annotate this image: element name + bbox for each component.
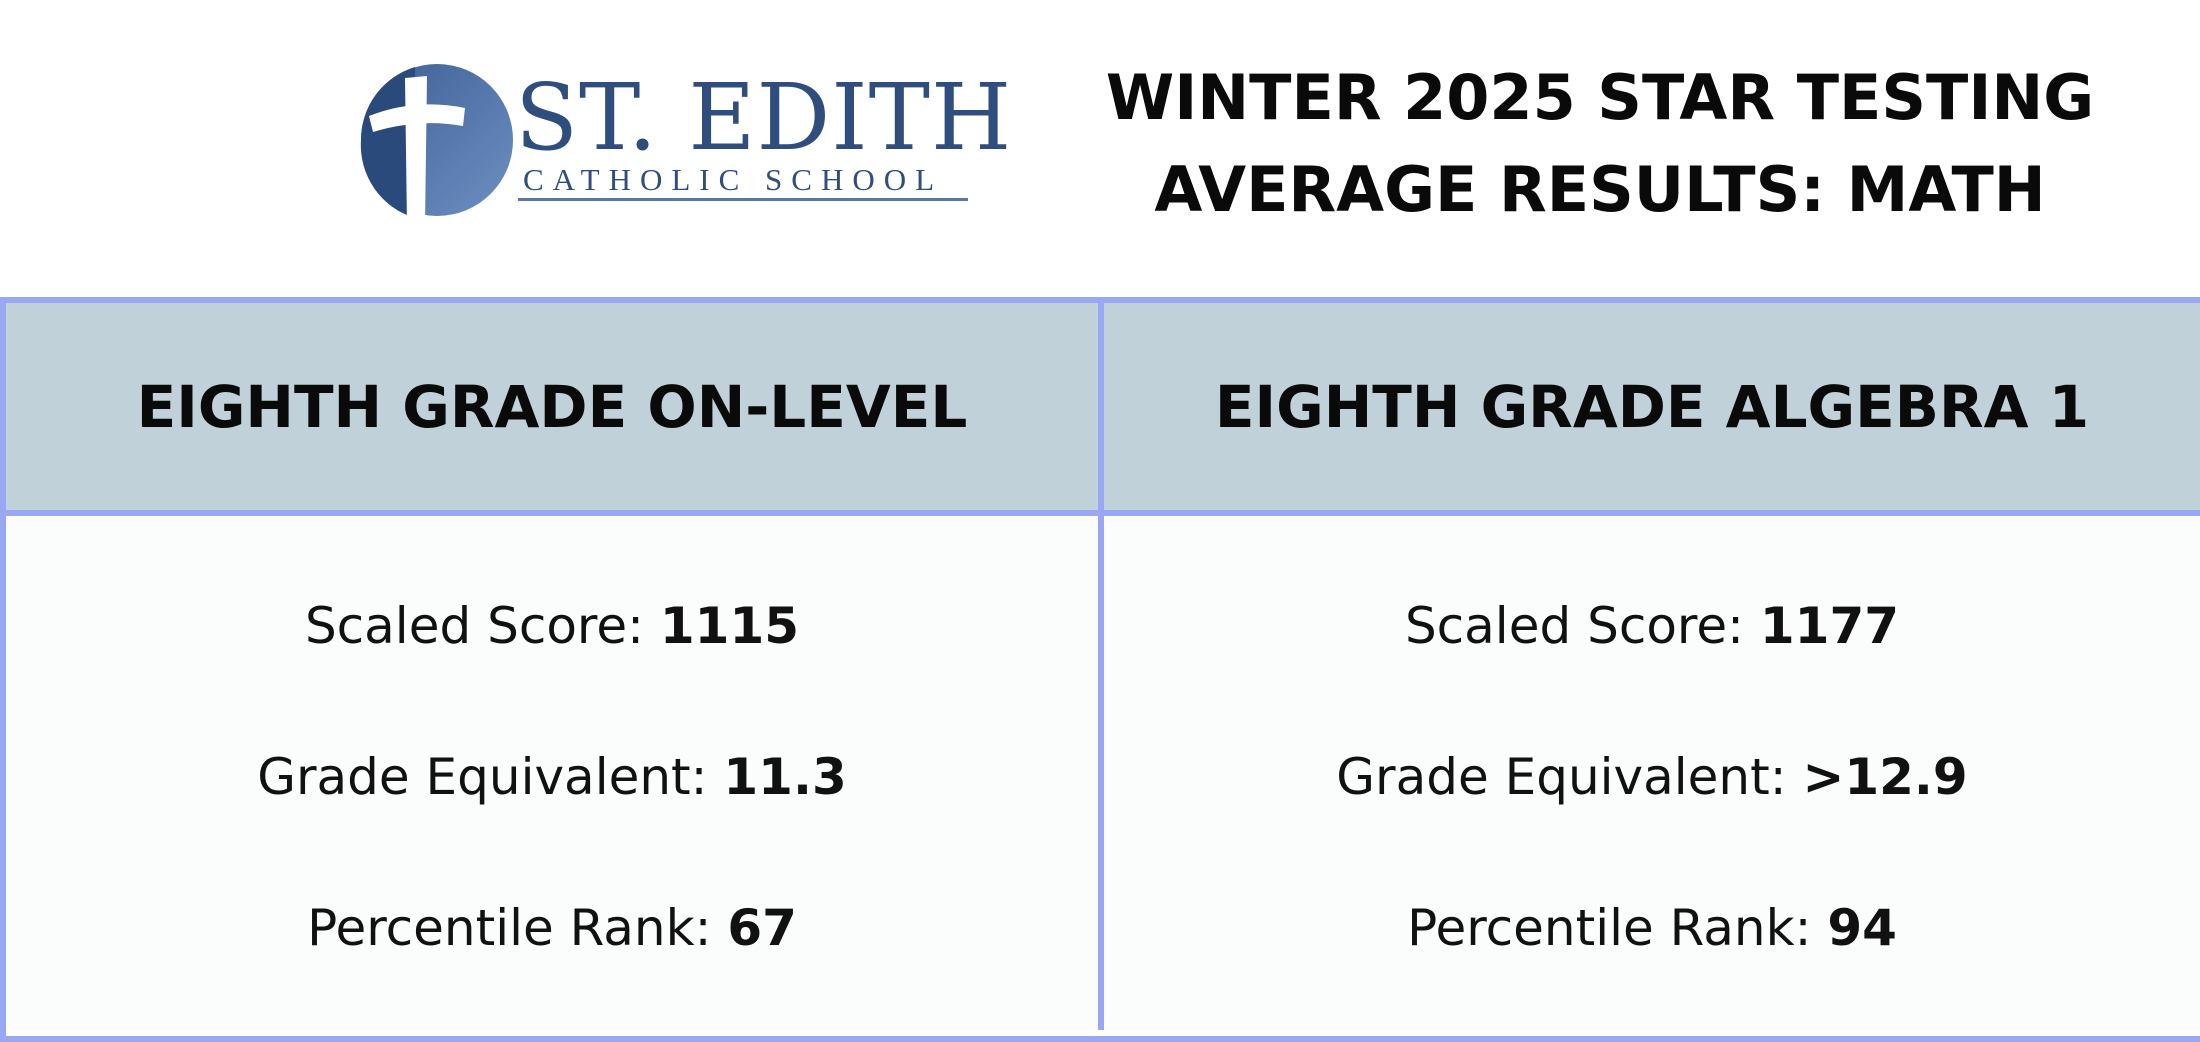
column-divider xyxy=(1098,516,1104,1030)
cross-seal-icon xyxy=(360,64,513,226)
title-line-2: AVERAGE RESULTS: MATH xyxy=(1154,153,2046,226)
school-subtitle: CATHOLIC SCHOOL xyxy=(523,162,944,197)
stat-label: Grade Equivalent: xyxy=(257,748,724,806)
column-heading-algebra: EIGHTH GRADE ALGEBRA 1 xyxy=(1104,303,2200,510)
stat-row: Grade Equivalent: >12.9 xyxy=(1336,747,1967,807)
stat-value: 67 xyxy=(727,899,797,957)
stat-label: Percentile Rank: xyxy=(1407,899,1828,957)
stat-row: Scaled Score: 1177 xyxy=(1405,596,1899,656)
stat-row: Scaled Score: 1115 xyxy=(305,596,799,656)
stat-value: 1115 xyxy=(659,597,800,655)
stat-value: 11.3 xyxy=(723,748,847,806)
stat-label: Grade Equivalent: xyxy=(1336,748,1803,806)
stat-value: 1177 xyxy=(1759,597,1900,655)
stat-value: >12.9 xyxy=(1802,748,1968,806)
school-logo: ST. EDITH CATHOLIC SCHOOL xyxy=(355,58,1011,228)
stat-row: Percentile Rank: 94 xyxy=(1407,898,1897,958)
column-divider xyxy=(1098,303,1104,510)
logo-rule xyxy=(518,198,968,201)
title-line-1: WINTER 2025 STAR TESTING xyxy=(1105,61,2095,134)
stat-label: Scaled Score: xyxy=(304,597,660,655)
stat-label: Percentile Rank: xyxy=(307,899,728,957)
stat-label: Scaled Score: xyxy=(1404,597,1760,655)
algebra-stats: Scaled Score: 1177 Grade Equivalent: >12… xyxy=(1104,516,2200,1030)
results-table: EIGHTH GRADE ON-LEVEL EIGHTH GRADE ALGEB… xyxy=(0,297,2200,1042)
school-name: ST. EDITH xyxy=(515,64,1013,171)
stat-value: 94 xyxy=(1827,899,1897,957)
stat-row: Grade Equivalent: 11.3 xyxy=(257,747,847,807)
page-title: WINTER 2025 STAR TESTING AVERAGE RESULTS… xyxy=(1080,52,2120,236)
column-heading-on-level: EIGHTH GRADE ON-LEVEL xyxy=(6,303,1098,510)
on-level-stats: Scaled Score: 1115 Grade Equivalent: 11.… xyxy=(6,516,1098,1030)
row-divider xyxy=(6,510,2200,516)
stat-row: Percentile Rank: 67 xyxy=(307,898,797,958)
